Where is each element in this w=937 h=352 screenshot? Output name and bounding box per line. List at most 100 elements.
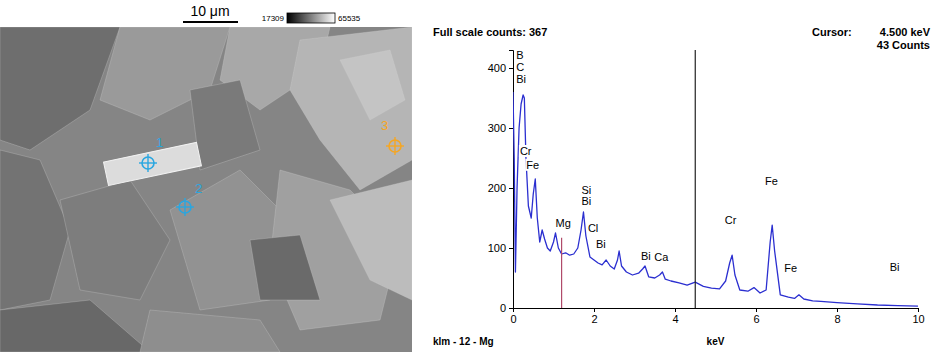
peak-label: Bi [641,250,651,262]
y-tick-mark [509,128,513,129]
sem-marker: 3 [381,118,404,155]
y-tick: 400 [488,62,513,74]
y-tick-label: 200 [488,182,506,194]
label-patch [653,251,670,263]
peak-label: Bi [890,261,900,273]
peak-label-group: Cl [587,222,599,234]
peak-label: Bi [596,238,606,250]
plot-area [513,50,918,308]
x-tick-label: 2 [591,313,597,325]
chart-title: Full scale counts: 367 [433,26,547,38]
x-tick: 8 [834,308,840,325]
sem-texture [330,180,412,300]
marker-label: 2 [195,181,202,196]
label-patch [580,195,592,207]
label-patch [724,214,738,226]
label-patch [515,73,527,85]
x-tick-mark [594,308,595,312]
sem-texture [340,50,405,120]
sem-texture [60,180,170,300]
peak-label-group: Bi [515,73,527,85]
marker-cross [147,154,148,172]
y-tick-mark [509,248,513,249]
peak-label-group: Fe [525,159,540,171]
y-tick-label: 400 [488,62,506,74]
peak-labels: BCBiCrFeMgSiBiClBiBiCaCrFeFeBi [515,49,900,274]
y-axis-line [509,51,514,309]
peak-label: Fe [784,262,797,274]
y-tick-mark [509,188,513,189]
sem-texture [290,27,412,190]
marker-label: 3 [381,118,388,133]
x-tick: 10 [912,308,924,325]
peak-label-group: Mg [555,217,572,229]
cursor-line [695,50,696,308]
label-patch [595,238,607,250]
x-tick-label: 4 [672,313,678,325]
sem-texture [190,80,260,170]
figure: 12310 μm173096553502468100100200300400BC… [0,0,937,352]
sem-image [0,27,412,352]
label-patch [519,145,533,157]
peak-label-group: Bi [640,250,652,262]
sem-background [0,27,412,352]
label-patch [783,262,798,274]
peak-label: Mg [556,217,571,229]
peak-label-group: Cr [724,214,738,226]
sem-marker: 2 [176,181,202,216]
y-tick: 200 [488,182,513,194]
peak-label-group: Fe [783,262,798,274]
x-tick: 2 [591,308,597,325]
sem-texture [250,235,320,300]
peak-label-group: Cr [519,145,533,157]
cursor-label: Cursor: [812,26,852,38]
label-patch [515,49,524,61]
cursor-counts: 43 Counts [877,39,930,51]
label-patch [587,222,599,234]
label-patch [889,261,901,273]
x-axis-title: keV [707,336,725,347]
y-tick: 100 [488,242,513,254]
sem-texture [0,27,120,150]
y-tick-mark [509,308,513,309]
peak-label: Ca [654,251,669,263]
reference-line [561,238,562,308]
peak-label-group: Bi [889,261,901,273]
x-axis-line [514,309,919,313]
peak-label: B [516,49,523,61]
sample-label: klm - 12 - Mg [433,336,494,347]
x-tick-label: 0 [510,313,516,325]
x-tick: 0 [510,308,516,325]
gray-max-label: 65535 [338,14,361,23]
cursor-value: 4.500 keV [880,26,931,38]
y-tick: 0 [500,302,513,314]
peak-label-group: Bi [595,238,607,250]
label-patch [640,250,652,262]
y-tick-label: 100 [488,242,506,254]
sem-texture [140,310,280,352]
y-tick-label: 0 [500,302,506,314]
peak-label: C [516,61,524,73]
peak-label: Cl [588,222,598,234]
peak-label-group: Fe [764,175,779,187]
peak-label-group: C [515,61,525,73]
x-tick-label: 6 [753,313,759,325]
x-tick-mark [756,308,757,312]
y-tick: 300 [488,122,513,134]
sem-marker: 1 [139,135,163,172]
scale-bar [183,21,238,23]
x-tick: 4 [672,308,678,325]
scale-bar-label: 10 μm [190,3,229,19]
y-tick-mark [509,68,513,69]
marker-cross [394,137,395,155]
x-axis: 0 2 4 6 8 10 [510,308,924,325]
x-tick-mark [675,308,676,312]
sem-texture [0,300,150,352]
peak-label-group: B [515,49,524,61]
peak-label: Fe [765,175,778,187]
label-patch [515,61,525,73]
label-patch [764,175,779,187]
x-tick-label: 8 [834,313,840,325]
marker-cross [184,198,185,216]
label-patch [555,217,572,229]
